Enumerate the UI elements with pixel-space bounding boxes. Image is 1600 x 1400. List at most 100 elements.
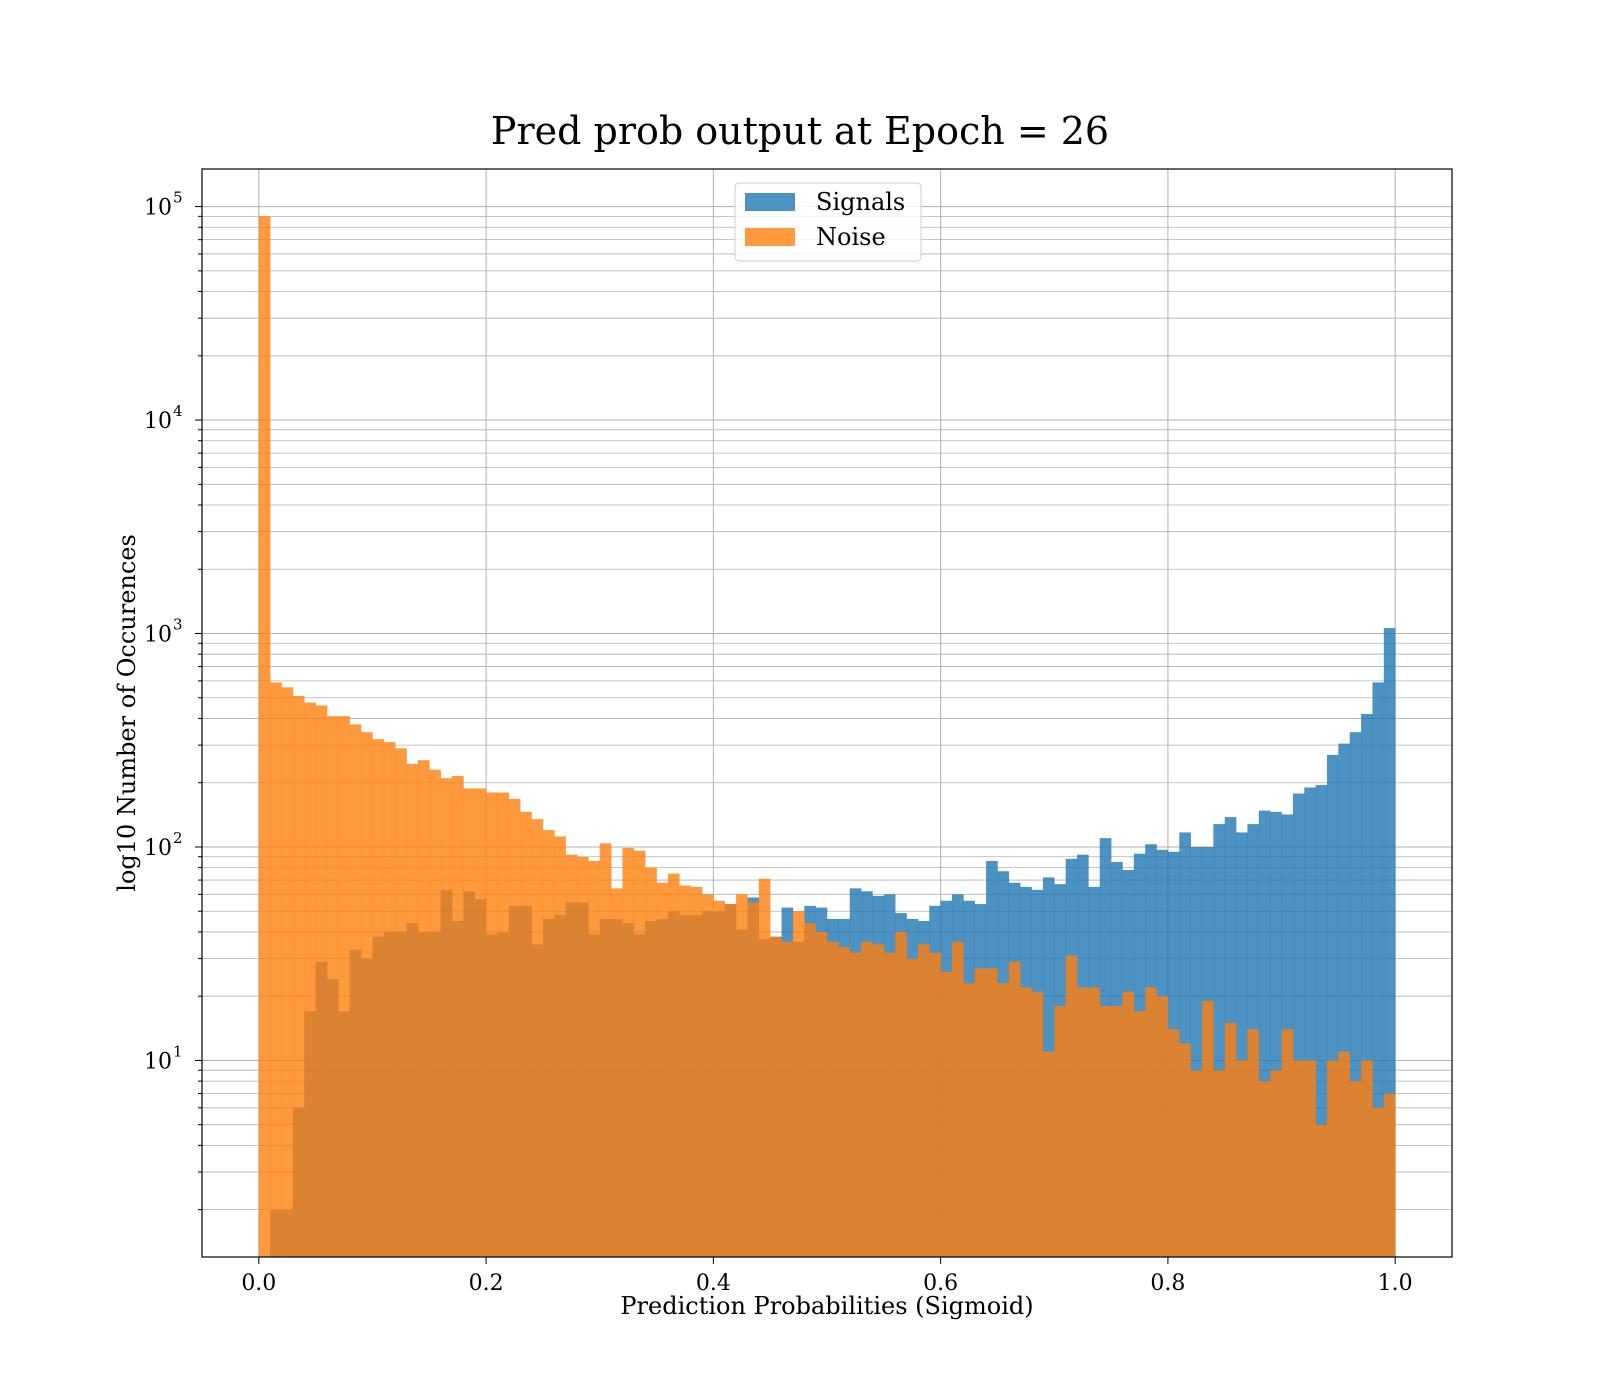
bar-noise [997,983,1010,1257]
bar-noise [304,702,316,1257]
bar-noise [1327,1060,1339,1257]
bar-noise [1224,1022,1237,1257]
bar-noise [883,952,896,1257]
bar-noise [827,941,839,1257]
bar-noise [292,695,305,1257]
bar-noise [508,798,521,1257]
bar-noise [338,716,351,1257]
bar-signals [1361,713,1373,1257]
y-tick-label-exponent: 3 [173,616,183,634]
bar-signals [1372,682,1385,1257]
bar-noise [792,911,805,1257]
bar-noise [804,923,816,1257]
bar-noise [474,788,487,1257]
bar-signals [1304,787,1316,1257]
bar-noise [861,941,873,1257]
y-tick-label: 10 [144,623,172,648]
bar-noise [1304,1060,1316,1257]
bar-noise [849,952,862,1257]
bar-noise [1202,1000,1214,1257]
bar-noise [577,856,589,1257]
y-axis-label: log10 Number of Occurences [113,534,141,892]
bar-noise [452,776,464,1257]
bar-noise [724,904,737,1257]
bar-noise [565,854,578,1257]
bar-noise [395,748,407,1257]
y-tick-label-exponent: 5 [173,189,183,207]
bar-noise [747,902,760,1257]
bar-noise [497,792,510,1257]
bar-noise [1020,987,1032,1257]
legend-label-noise: Noise [816,223,886,251]
bar-noise [1122,991,1135,1257]
bar-noise [702,894,714,1257]
bar-noise [1361,1060,1373,1257]
bar-noise [1099,1005,1112,1257]
bar-noise [486,792,498,1257]
bar-noise [1008,961,1021,1257]
y-tick-label-exponent: 4 [173,402,183,420]
bar-noise [1213,1070,1226,1257]
bar-noise [781,941,794,1257]
bar-noise [713,900,726,1257]
x-tick-label: 0.2 [469,1271,504,1296]
bar-noise [429,769,441,1257]
chart-title: Pred prob output at Epoch = 26 [491,109,1109,153]
y-tick-label: 10 [144,836,172,861]
bar-signals [1270,811,1282,1257]
bar-noise [1281,1029,1294,1257]
bar-noise [327,716,339,1257]
bar-signals [1349,732,1362,1257]
bar-noise [1042,1051,1055,1257]
bar-noise [872,944,885,1257]
bar-noise [645,867,657,1257]
bar-noise [531,819,544,1257]
bar-noise [929,952,941,1257]
bar-noise [1292,1060,1305,1257]
bar-noise [906,958,919,1257]
bar-noise [270,682,282,1257]
bar-noise [622,847,635,1257]
bar-noise [1133,1011,1146,1257]
legend: Signals Noise [734,182,922,262]
bar-noise [1315,1124,1328,1257]
bar-noise [1088,987,1101,1257]
y-tick-label-exponent: 1 [173,1042,183,1060]
bar-noise [1054,1005,1066,1257]
bar-signals [1190,846,1203,1257]
bar-noise [1236,1060,1248,1257]
bar-noise [1349,1081,1362,1257]
bar-noise [383,742,396,1257]
x-axis-label: Prediction Probabilities (Sigmoid) [620,1292,1033,1320]
bar-signals [1213,824,1226,1257]
bar-noise [463,788,476,1257]
bar-noise [986,968,998,1257]
bar-noise [1247,1029,1260,1257]
bar-noise [917,944,930,1257]
legend-swatch-noise [745,228,795,246]
x-tick-label: 0.6 [923,1271,958,1296]
x-tick-label: 0.8 [1150,1271,1185,1296]
bar-noise [940,971,953,1257]
x-tick-label: 0.0 [241,1271,276,1296]
bar-noise [1258,1081,1271,1257]
bar-noise [690,886,703,1257]
bar-noise [315,705,328,1257]
bar-noise [679,885,691,1257]
bar-signals [1327,754,1339,1257]
bar-signals [1315,785,1328,1257]
bar-noise [1179,1043,1191,1257]
bar-noise [349,724,362,1257]
bar-noise [520,811,532,1257]
bar-noise [1065,955,1078,1257]
legend-label-signals: Signals [816,188,905,216]
bar-noise [963,983,976,1257]
bar-noise [656,882,669,1257]
bar-noise [633,850,646,1257]
bar-noise [838,946,851,1257]
x-tick-label: 0.4 [696,1271,731,1296]
bar-noise [1190,1070,1203,1257]
x-axis-ticks: 0.0 0.2 0.4 0.6 0.8 1.0 [241,1257,1413,1296]
bar-noise [440,778,453,1257]
